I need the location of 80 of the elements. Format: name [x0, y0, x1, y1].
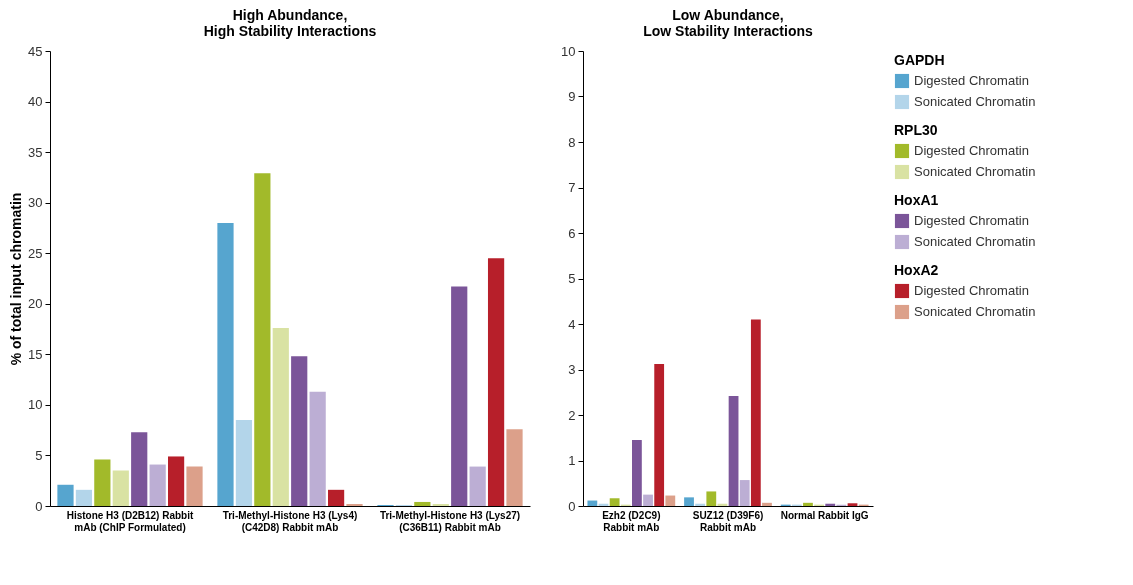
bar: [762, 502, 772, 506]
bar: [167, 456, 185, 506]
text: HoxA1: [894, 192, 939, 208]
bar: [684, 497, 694, 506]
y-tick-label: 2: [568, 407, 576, 423]
y-axis-title: % of total input chromatin: [8, 192, 25, 366]
y-tick-label: 4: [568, 316, 576, 332]
bar: [847, 503, 858, 506]
bar: [487, 258, 505, 506]
bar: [665, 495, 676, 506]
bar: [825, 503, 836, 506]
y-tick-label: 10: [561, 43, 576, 59]
bar: [186, 466, 203, 506]
bar: [327, 489, 345, 506]
bar: [235, 420, 253, 506]
legend-label: Digested Chromatin: [914, 143, 1029, 158]
y-tick-label: 5: [568, 271, 576, 286]
bar: [643, 494, 653, 506]
y-tick-label: 9: [568, 89, 576, 104]
bar: [432, 503, 449, 506]
bar: [632, 440, 642, 506]
text: GAPDH: [894, 52, 945, 68]
bar: [706, 491, 717, 506]
y-tick-label: 45: [28, 43, 43, 59]
y-tick-label: 8: [568, 134, 576, 150]
legend-label: Digested Chromatin: [914, 283, 1029, 298]
chart-title: High Abundance, High Stability Interactions: [203, 7, 377, 39]
y-tick-label: 30: [28, 195, 43, 211]
bar: [94, 459, 111, 506]
y-tick-label: 3: [568, 362, 576, 377]
bar: [695, 503, 706, 506]
bar: [75, 489, 93, 506]
legend-label: Sonicated Chromatin: [914, 234, 1036, 249]
bar: [609, 498, 620, 506]
x-tick-label: SUZ12 (D39F6) Rabbit mAb: [692, 509, 764, 533]
y-tick-label: 20: [28, 296, 43, 312]
y-tick-label: 15: [28, 346, 43, 362]
bar: [272, 328, 289, 506]
bar: [217, 222, 234, 506]
x-tick-label: Tri-Methyl-Histone H3 (Lys27) (C36B11) Rabbit mAb: [379, 509, 521, 533]
text: HoxA2: [894, 262, 939, 278]
text: RPL30: [894, 122, 938, 138]
y-tick-label: 10: [28, 397, 43, 413]
legend-label: Sonicated Chromatin: [914, 304, 1036, 319]
bar: [131, 432, 148, 506]
y-tick-label: 0: [568, 498, 576, 514]
bar: [750, 319, 761, 506]
bar: [309, 391, 326, 506]
bar: [739, 480, 750, 506]
chart-title: Low Abundance, Low Stability Interactions: [643, 7, 813, 39]
bar: [346, 503, 363, 506]
x-tick-label: Ezh2 (D2C9) Rabbit mAb: [602, 509, 661, 533]
y-tick-label: 5: [35, 447, 43, 463]
bar: [414, 501, 431, 506]
bar: [506, 429, 523, 506]
bar: [57, 484, 74, 506]
y-tick-label: 35: [28, 144, 43, 160]
bar: [469, 466, 486, 506]
y-tick-label: 7: [568, 180, 576, 195]
y-tick-label: 40: [28, 94, 43, 110]
x-tick-label: Histone H3 (D2B12) Rabbit mAb (ChIP Formulated): [66, 509, 195, 533]
x-tick-label: Tri-Methyl-Histone H3 (Lys4) (C42D8) Rabbit mAb: [222, 509, 358, 533]
y-tick-label: 25: [28, 245, 43, 261]
bar: [112, 470, 129, 506]
bar: [149, 464, 166, 506]
legend-label: Digested Chromatin: [914, 73, 1029, 88]
bar: [451, 286, 468, 506]
legend-label: Sonicated Chromatin: [914, 164, 1036, 179]
legend-label: Sonicated Chromatin: [914, 94, 1036, 109]
bar: [254, 173, 271, 506]
bar: [728, 395, 739, 506]
legend-label: Digested Chromatin: [914, 213, 1029, 228]
y-tick-label: 6: [568, 225, 576, 241]
bar: [803, 502, 813, 506]
bar: [587, 500, 598, 506]
y-tick-label: 1: [568, 453, 576, 468]
bar: [654, 364, 665, 506]
x-tick-label: Normal Rabbit IgG: [780, 509, 869, 521]
y-tick-label: 0: [35, 498, 43, 514]
bar: [291, 356, 308, 506]
